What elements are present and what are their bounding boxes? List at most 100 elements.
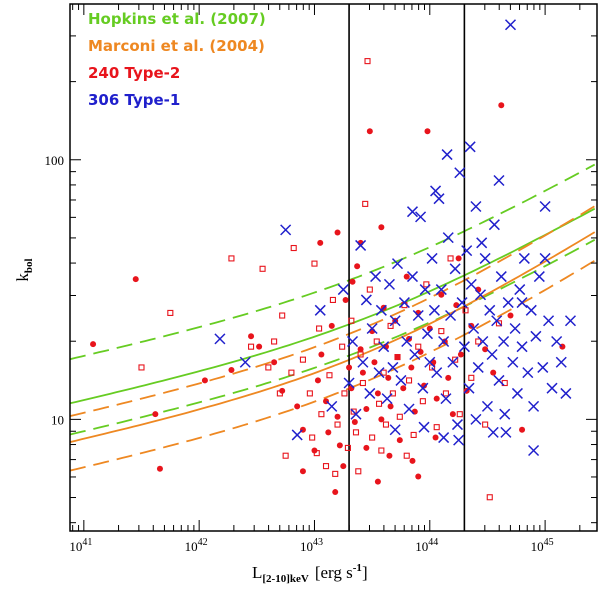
point-s1-1 — [167, 309, 174, 316]
point-s0-2 — [152, 411, 159, 418]
x-tick-label-3: 1044 — [415, 537, 438, 554]
point-s1-8 — [299, 356, 306, 363]
point-s0-41 — [403, 273, 410, 280]
point-s0-23 — [351, 418, 358, 425]
point-s1-56 — [332, 470, 339, 477]
point-s0-5 — [228, 367, 235, 374]
point-s2-87 — [555, 356, 567, 368]
point-s1-21 — [350, 408, 357, 415]
point-s2-79 — [528, 400, 540, 412]
point-s0-68 — [363, 444, 370, 451]
point-s0-17 — [328, 322, 335, 329]
point-s1-65 — [311, 260, 318, 267]
point-s2-53 — [465, 278, 477, 290]
point-s1-4 — [265, 364, 272, 371]
point-s2-7 — [343, 377, 355, 389]
point-s2-23 — [391, 258, 404, 270]
point-s2-97 — [453, 434, 465, 446]
point-s1-61 — [282, 452, 289, 459]
point-s2-76 — [518, 252, 530, 264]
point-s2-70 — [504, 19, 517, 31]
point-s1-12 — [318, 411, 325, 418]
point-s2-14 — [366, 322, 378, 335]
point-s2-35 — [424, 356, 436, 368]
point-s2-45 — [447, 356, 459, 368]
point-s2-13 — [364, 387, 376, 399]
legend: Hopkins et al. (2007) Marconi et al. (20… — [88, 10, 266, 109]
point-s1-59 — [403, 452, 410, 459]
point-s1-49 — [462, 307, 469, 314]
point-s1-16 — [334, 421, 341, 428]
point-s2-28 — [406, 271, 419, 283]
point-s0-48 — [424, 128, 431, 135]
point-s2-0 — [214, 333, 226, 345]
point-s0-40 — [400, 385, 407, 392]
point-s0-35 — [385, 374, 392, 381]
legend-type2: 240 Type-2 — [88, 64, 180, 82]
x-axis-label-exp: -1 — [353, 562, 362, 574]
point-s2-38 — [431, 367, 443, 379]
point-s2-40 — [435, 284, 447, 296]
point-s1-33 — [389, 390, 396, 397]
point-s1-14 — [326, 372, 333, 379]
point-s2-77 — [522, 367, 534, 379]
point-s0-43 — [408, 364, 415, 371]
point-s2-20 — [383, 278, 395, 290]
point-s1-11 — [316, 325, 323, 332]
point-s2-36 — [426, 252, 438, 264]
point-s1-46 — [447, 255, 454, 262]
point-s2-74 — [514, 284, 526, 296]
point-s2-68 — [500, 426, 512, 438]
point-s0-64 — [507, 312, 514, 319]
point-s1-44 — [438, 328, 445, 335]
curve-upper-1 — [70, 163, 596, 361]
point-s2-65 — [493, 374, 505, 386]
point-s2-64 — [491, 315, 503, 327]
y-tick-label-0: 10 — [51, 412, 64, 427]
point-s2-24 — [395, 374, 407, 386]
point-s2-88 — [560, 387, 572, 399]
point-s0-16 — [325, 429, 332, 436]
point-s2-61 — [484, 304, 496, 316]
point-s2-63 — [488, 219, 500, 231]
axis-ticks: 1041 1042 1043 1044 1045 10 100 — [45, 4, 597, 554]
point-s2-27 — [403, 403, 415, 415]
point-s0-20 — [342, 296, 349, 303]
point-s2-49 — [456, 297, 468, 309]
point-s1-38 — [410, 431, 417, 438]
point-s1-31 — [382, 421, 390, 428]
point-s1-9 — [306, 390, 313, 397]
point-s2-73 — [511, 387, 523, 399]
legend-type1: 306 Type-1 — [88, 91, 180, 109]
point-s2-62 — [486, 348, 498, 360]
point-s2-92 — [493, 175, 505, 187]
point-s1-37 — [405, 377, 413, 384]
point-s1-50 — [468, 374, 475, 381]
point-s2-11 — [357, 356, 369, 368]
point-s0-10 — [294, 403, 301, 410]
x-tick-label-0: 1041 — [69, 537, 92, 554]
point-s1-51 — [475, 338, 482, 345]
point-s1-30 — [380, 369, 387, 376]
plot-frame — [69, 3, 598, 532]
point-s0-6 — [248, 333, 255, 340]
point-s2-99 — [539, 200, 551, 213]
point-s2-47 — [451, 419, 463, 431]
point-s2-93 — [406, 206, 419, 218]
x-axis-label: L[2-10]keV [erg s-1] — [252, 562, 368, 585]
point-s1-5 — [276, 390, 283, 397]
point-s2-66 — [495, 271, 507, 283]
point-s0-25 — [357, 346, 364, 353]
point-s1-22 — [352, 429, 360, 436]
point-s2-86 — [551, 335, 563, 348]
point-s0-52 — [438, 291, 445, 298]
point-s2-46 — [449, 263, 461, 275]
point-s0-70 — [409, 457, 416, 464]
plot-background — [70, 4, 597, 531]
point-s2-71 — [507, 356, 519, 368]
point-s2-58 — [477, 335, 489, 348]
x-axis-label-sub: [2-10]keV — [262, 573, 308, 585]
point-s1-58 — [378, 447, 385, 454]
point-s2-89 — [564, 315, 577, 327]
